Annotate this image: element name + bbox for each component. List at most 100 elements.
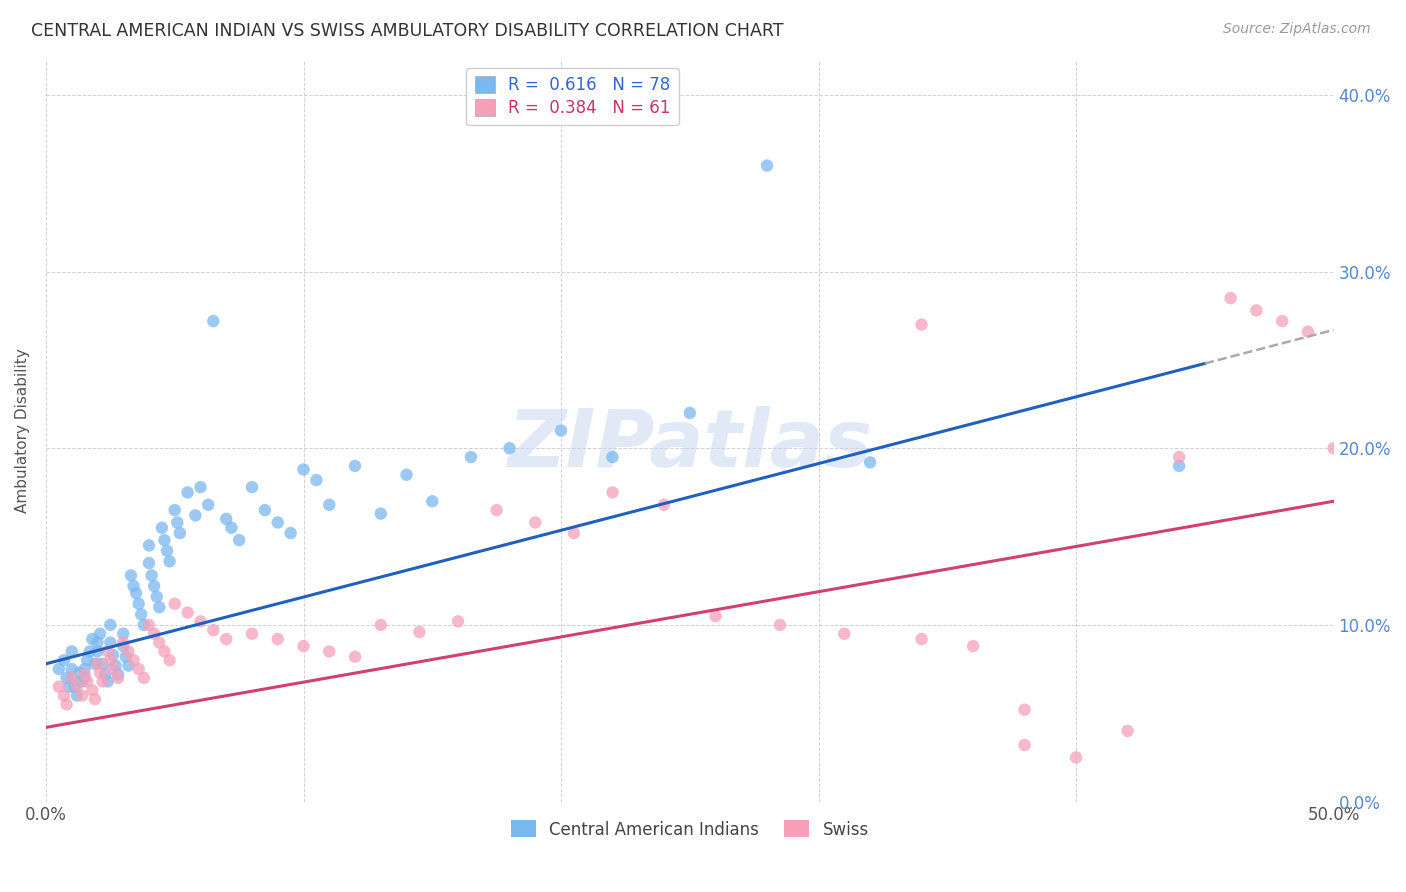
Point <box>83 657 105 671</box>
Point <box>143 579 166 593</box>
Point <box>79 644 101 658</box>
Point <box>70 674 93 689</box>
Point <box>704 609 727 624</box>
Point <box>60 644 83 658</box>
Point <box>240 626 263 640</box>
Point <box>292 639 315 653</box>
Point <box>91 657 114 671</box>
Point <box>141 568 163 582</box>
Point <box>1246 303 1268 318</box>
Point <box>215 632 238 646</box>
Point <box>98 653 121 667</box>
Point <box>125 586 148 600</box>
Point <box>280 526 302 541</box>
Point <box>318 498 340 512</box>
Point <box>101 662 124 676</box>
Point <box>602 450 624 464</box>
Point <box>679 406 702 420</box>
Point <box>1168 458 1191 473</box>
Point <box>143 626 166 640</box>
Point <box>962 639 984 653</box>
Point <box>652 498 675 512</box>
Point <box>83 692 105 706</box>
Point <box>55 698 77 712</box>
Point <box>82 632 104 646</box>
Point <box>66 680 89 694</box>
Point <box>69 665 91 680</box>
Point <box>148 635 170 649</box>
Point <box>153 644 176 658</box>
Point <box>910 318 932 332</box>
Point <box>267 516 290 530</box>
Point <box>148 600 170 615</box>
Point <box>460 450 482 464</box>
Point <box>1168 450 1191 464</box>
Point <box>156 543 179 558</box>
Point <box>94 667 117 681</box>
Point <box>53 653 76 667</box>
Point <box>370 618 392 632</box>
Point <box>756 159 779 173</box>
Text: Source: ZipAtlas.com: Source: ZipAtlas.com <box>1223 22 1371 37</box>
Point <box>60 671 83 685</box>
Point <box>104 658 127 673</box>
Point <box>73 662 96 676</box>
Point <box>485 503 508 517</box>
Point <box>138 618 160 632</box>
Point <box>98 635 121 649</box>
Point <box>834 626 856 640</box>
Point <box>66 689 89 703</box>
Point <box>107 667 129 681</box>
Point <box>112 626 135 640</box>
Point <box>1014 738 1036 752</box>
Point <box>184 508 207 523</box>
Point <box>253 503 276 517</box>
Point <box>97 674 120 689</box>
Point <box>215 512 238 526</box>
Point <box>447 615 470 629</box>
Point <box>132 671 155 685</box>
Point <box>163 597 186 611</box>
Point <box>370 507 392 521</box>
Point <box>166 516 188 530</box>
Point <box>524 516 547 530</box>
Point <box>48 662 70 676</box>
Point <box>63 680 86 694</box>
Point <box>101 648 124 662</box>
Point <box>76 653 98 667</box>
Point <box>498 442 520 456</box>
Point <box>420 494 443 508</box>
Point <box>98 618 121 632</box>
Point <box>91 674 114 689</box>
Point <box>112 635 135 649</box>
Point <box>228 533 250 548</box>
Point <box>153 533 176 548</box>
Point <box>202 314 225 328</box>
Point <box>1064 750 1087 764</box>
Legend: Central American Indians, Swiss: Central American Indians, Swiss <box>505 814 876 846</box>
Point <box>89 626 111 640</box>
Point <box>562 526 585 541</box>
Text: ZIPatlas: ZIPatlas <box>508 407 872 484</box>
Point <box>150 521 173 535</box>
Point <box>122 653 145 667</box>
Point <box>190 480 212 494</box>
Point <box>343 458 366 473</box>
Point <box>292 462 315 476</box>
Point <box>97 644 120 658</box>
Point <box>117 644 139 658</box>
Point <box>76 674 98 689</box>
Point <box>395 467 418 482</box>
Point <box>769 618 792 632</box>
Point <box>1323 442 1346 456</box>
Point <box>197 498 219 512</box>
Point <box>305 473 328 487</box>
Point <box>86 635 108 649</box>
Point <box>60 662 83 676</box>
Point <box>60 671 83 685</box>
Point <box>221 521 243 535</box>
Point <box>267 632 290 646</box>
Point <box>48 680 70 694</box>
Point <box>122 579 145 593</box>
Point <box>70 689 93 703</box>
